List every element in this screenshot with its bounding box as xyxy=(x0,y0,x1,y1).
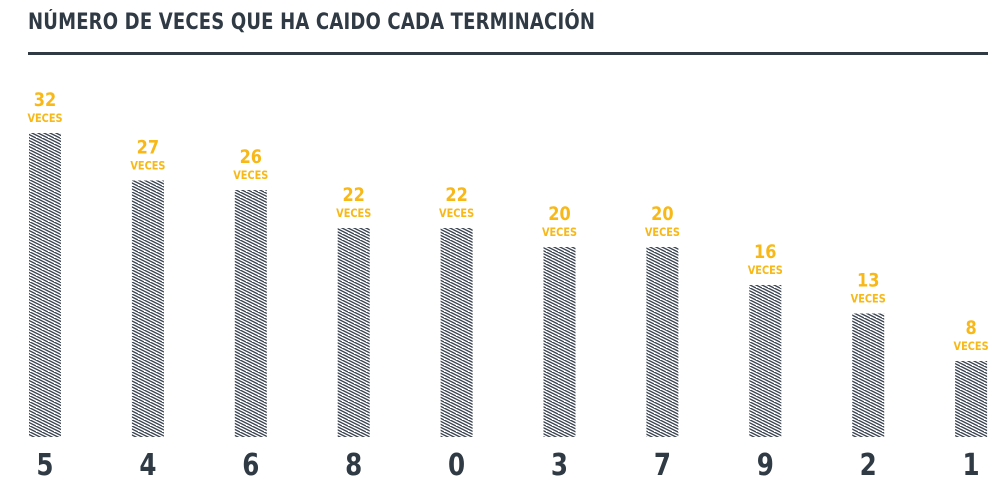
unit-label-3: VECES xyxy=(542,225,577,239)
bar-0 xyxy=(440,228,473,437)
value-label-8: 22 xyxy=(342,185,364,207)
category-label-7: 7 xyxy=(654,449,671,483)
unit-label-7: VECES xyxy=(645,225,680,239)
value-label-0: 22 xyxy=(445,185,467,207)
bar-1 xyxy=(955,361,988,437)
category-label-1: 1 xyxy=(963,449,980,483)
title-divider xyxy=(28,52,988,55)
value-label-1: 8 xyxy=(965,318,976,340)
category-label-0: 0 xyxy=(448,449,465,483)
category-label-2: 2 xyxy=(860,449,877,483)
bars-group xyxy=(29,133,988,437)
category-labels-group: 5 4 6 8 0 3 7 9 2 1 xyxy=(36,449,979,483)
unit-label-9: VECES xyxy=(748,263,783,277)
bar-2 xyxy=(852,313,885,437)
value-label-6: 26 xyxy=(240,147,262,169)
bar-3 xyxy=(543,247,576,437)
unit-label-0: VECES xyxy=(439,206,474,220)
value-label-4: 27 xyxy=(137,137,159,159)
value-label-3: 20 xyxy=(548,204,570,226)
chart-title: NÚMERO DE VECES QUE HA CAIDO CADA TERMIN… xyxy=(28,10,596,35)
unit-label-5: VECES xyxy=(27,111,62,125)
bar-8 xyxy=(337,228,370,437)
unit-label-4: VECES xyxy=(130,159,165,173)
category-label-6: 6 xyxy=(242,449,259,483)
category-label-3: 3 xyxy=(551,449,568,483)
bar-6 xyxy=(234,190,267,437)
category-label-8: 8 xyxy=(345,449,362,483)
unit-label-2: VECES xyxy=(851,292,886,306)
value-label-2: 13 xyxy=(857,270,879,292)
bar-5 xyxy=(29,133,61,437)
category-label-9: 9 xyxy=(757,449,774,483)
value-label-7: 20 xyxy=(651,204,673,226)
category-label-5: 5 xyxy=(36,449,53,483)
unit-label-6: VECES xyxy=(233,168,268,182)
unit-label-8: VECES xyxy=(336,206,371,220)
unit-label-1: VECES xyxy=(954,339,989,353)
bar-7 xyxy=(646,247,679,437)
bar-9 xyxy=(749,285,782,437)
value-label-9: 16 xyxy=(754,242,776,264)
value-label-5: 32 xyxy=(34,90,56,112)
category-label-4: 4 xyxy=(139,449,156,483)
bar-4 xyxy=(131,180,164,437)
